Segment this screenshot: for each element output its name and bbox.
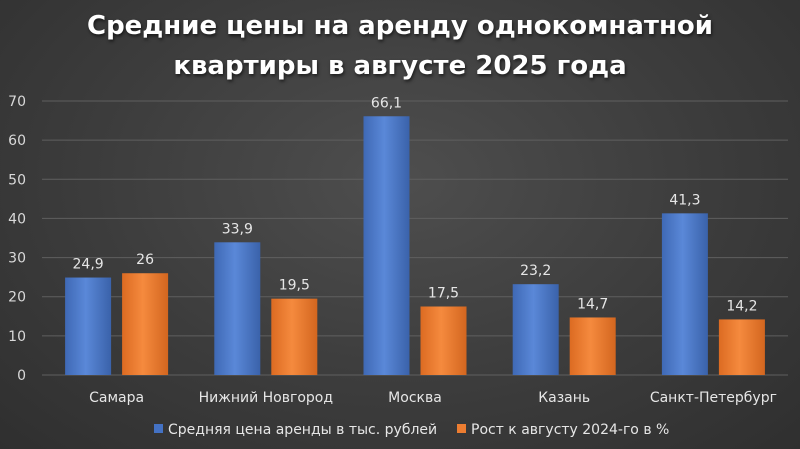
data-label: 17,5 [428, 286, 459, 302]
data-label: 24,9 [73, 257, 104, 273]
x-category-label: Самара [89, 390, 144, 406]
y-tick-label: 0 [17, 368, 26, 384]
y-tick-label: 50 [8, 172, 26, 188]
y-tick-label: 10 [8, 329, 26, 345]
x-category-label: Москва [388, 390, 442, 406]
y-tick-label: 40 [8, 211, 26, 227]
bar-growth-0 [122, 273, 169, 375]
chart-title-line-2: квартиры в августе 2025 года [173, 51, 627, 81]
y-axis-ticks: 0 10 20 30 40 50 60 70 [8, 94, 26, 384]
data-label: 19,5 [279, 278, 310, 294]
bar-price-3 [512, 284, 559, 375]
bar-growth-1 [271, 298, 318, 375]
data-label: 41,3 [669, 192, 700, 208]
data-label: 14,2 [726, 298, 757, 314]
legend: Средняя цена аренды в тыс. рублей Рост к … [154, 422, 669, 438]
chart-title-line-1: Средние цены на аренду однокомнатной [86, 11, 713, 41]
y-tick-label: 70 [8, 94, 26, 110]
legend-swatch [154, 424, 163, 433]
bar-price-1 [214, 242, 261, 375]
bars [65, 116, 765, 375]
legend-swatch [457, 424, 466, 433]
chart-title: Средние цены на аренду однокомнатной ква… [0, 6, 800, 86]
legend-label: Рост к августу 2024-го в % [471, 422, 669, 438]
y-tick-label: 60 [8, 133, 26, 149]
data-label: 33,9 [222, 221, 253, 237]
y-tick-label: 30 [8, 251, 26, 267]
y-tick-label: 20 [8, 290, 26, 306]
bar-price-2 [363, 116, 410, 375]
data-label: 26 [136, 252, 154, 268]
data-label: 66,1 [371, 95, 402, 111]
x-axis-categories: Самара Нижний Новгород Москва Казань Санкт-П… [89, 390, 777, 406]
data-label: 23,2 [520, 263, 551, 279]
bar-price-4 [661, 213, 708, 375]
data-labels: 24,9 26 33,9 19,5 66,1 17,5 23,2 14,7 41,3 14,2 [73, 95, 758, 314]
legend-label: Средняя цена аренды в тыс. рублей [168, 422, 437, 438]
data-label: 14,7 [577, 296, 608, 312]
x-category-label: Санкт-Петербург [650, 390, 777, 406]
bar-growth-2 [420, 306, 467, 375]
bar-growth-3 [569, 317, 616, 375]
bar-price-0 [65, 277, 112, 375]
x-category-label: Казань [538, 390, 590, 406]
bar-growth-4 [718, 319, 765, 375]
x-category-label: Нижний Новгород [199, 390, 333, 406]
